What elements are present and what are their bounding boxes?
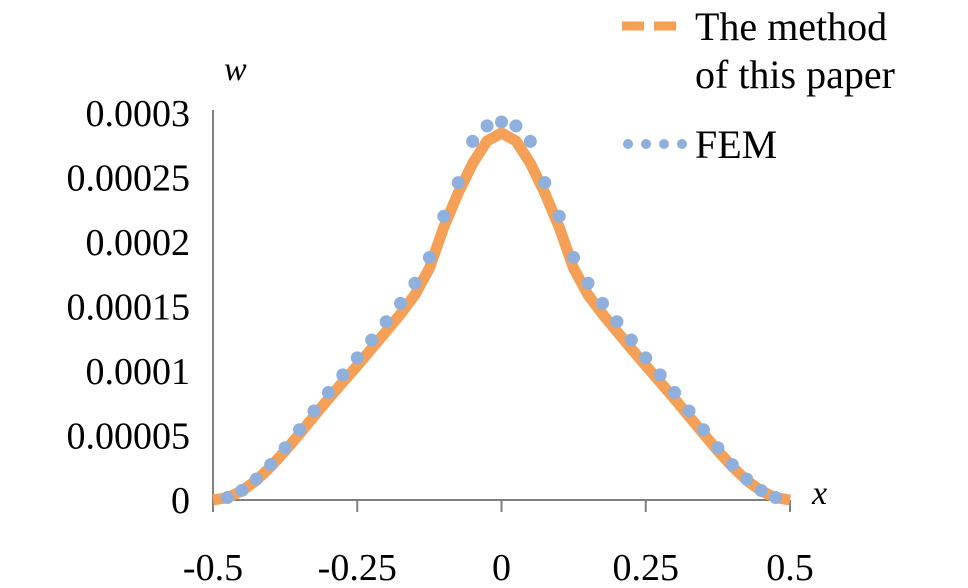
fem-point: [725, 458, 739, 472]
y-tick-label: 0.00025: [67, 158, 191, 200]
x-tick-label: -0.25: [318, 547, 397, 588]
fem-point: [769, 491, 783, 505]
fem-point: [754, 483, 768, 497]
y-tick-label: 0.0001: [86, 351, 191, 393]
fem-point: [696, 423, 710, 437]
legend-label-method: of this paper: [695, 52, 895, 97]
fem-point: [466, 134, 480, 148]
fem-point: [307, 404, 321, 418]
fem-point: [567, 250, 581, 264]
fem-point: [264, 458, 278, 472]
fem-point: [365, 333, 379, 347]
x-tick-label: 0: [492, 547, 511, 588]
fem-point: [293, 423, 307, 437]
fem-point: [321, 386, 335, 400]
fem-point: [408, 276, 422, 290]
series-line-method: [212, 127, 791, 506]
y-tick-label: 0.00015: [67, 287, 191, 329]
fem-point: [711, 441, 725, 455]
fem-point: [682, 404, 696, 418]
y-tick-label: 0: [171, 480, 190, 522]
fem-point: [538, 176, 552, 190]
fem-point: [653, 368, 667, 382]
series-layer: [212, 115, 791, 506]
fem-point: [610, 315, 624, 329]
fem-point: [480, 119, 494, 133]
legend-label-method: The method: [695, 4, 887, 49]
legend-swatch-fem-dot: [623, 139, 633, 149]
legend-swatch-fem-dot: [659, 139, 669, 149]
y-axis-label: w: [224, 51, 247, 88]
y-tick-label: 0.0002: [86, 222, 191, 264]
x-tick-label: 0.5: [766, 547, 814, 588]
fem-point: [552, 209, 566, 223]
fem-point: [336, 368, 350, 382]
x-tick-label: -0.5: [183, 547, 243, 588]
fem-point: [220, 491, 234, 505]
fem-point: [523, 134, 537, 148]
y-tick-label: 0.00005: [67, 416, 191, 458]
x-axis-label: x: [811, 475, 827, 512]
fem-point: [437, 209, 451, 223]
fem-point: [495, 115, 508, 129]
fem-point: [639, 351, 653, 365]
fem-point: [235, 483, 249, 497]
fem-point: [740, 472, 754, 486]
axes: [212, 110, 791, 512]
legend-swatch-fem-dot: [641, 139, 651, 149]
fem-point: [668, 386, 682, 400]
fem-point: [379, 315, 393, 329]
fem-point: [350, 351, 364, 365]
fem-point: [394, 296, 408, 310]
fem-point: [595, 296, 609, 310]
fem-point: [581, 276, 595, 290]
legend-swatch-fem-dot: [677, 139, 687, 149]
fem-point: [624, 333, 638, 347]
fem-point: [509, 119, 523, 133]
fem-point: [451, 176, 465, 190]
tick-labels: -0.5 -0.25 0 0.25 0.5 0 0.00005 0.0001 0.00015 0.…: [67, 51, 828, 588]
fem-point: [422, 250, 436, 264]
y-tick-label: 0.0003: [86, 93, 191, 135]
x-tick-label: 0.25: [613, 547, 680, 588]
fem-point: [249, 472, 263, 486]
legend-label-fem: FEM: [695, 122, 777, 167]
fem-point: [278, 441, 292, 455]
